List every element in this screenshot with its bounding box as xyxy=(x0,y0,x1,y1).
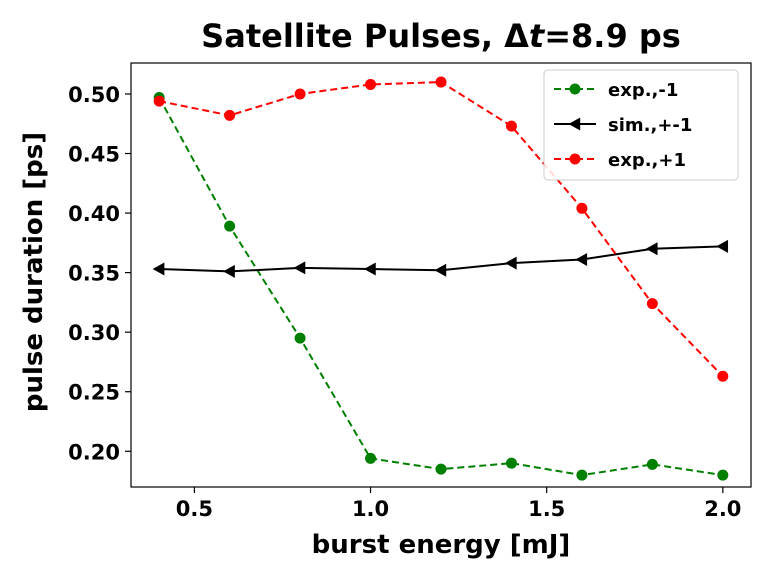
legend-label: exp.,-1 xyxy=(608,80,678,101)
series-exp.,+1 xyxy=(153,76,729,382)
legend-marker xyxy=(568,117,581,131)
data-point xyxy=(365,452,377,464)
series-sim.,+-1 xyxy=(152,239,729,278)
y-tick-label: 0.35 xyxy=(68,262,120,286)
y-tick-label: 0.20 xyxy=(68,440,120,464)
x-tick-label: 2.0 xyxy=(704,497,741,521)
data-point xyxy=(223,264,235,278)
data-point xyxy=(504,256,517,270)
x-tick-label: 0.5 xyxy=(176,497,213,521)
data-point xyxy=(435,463,447,475)
chart-title: Satellite Pulses, Δt=8.9 ps xyxy=(201,17,681,55)
data-point xyxy=(505,120,517,132)
legend-item: exp.,-1 xyxy=(554,80,678,101)
data-point xyxy=(575,253,588,267)
y-tick-label: 0.40 xyxy=(68,202,120,226)
x-tick-label: 1.5 xyxy=(528,497,565,521)
legend-label: sim.,+-1 xyxy=(608,115,692,136)
plot-area xyxy=(130,62,752,488)
data-point xyxy=(717,370,729,382)
y-axis: 0.20 0.25 0.30 0.35 0.40 0.45 0.50 xyxy=(68,83,131,464)
data-point xyxy=(646,458,658,470)
legend: exp.,-1 sim.,+-1 exp.,+1 xyxy=(543,69,739,181)
data-point xyxy=(152,262,165,276)
data-point xyxy=(435,76,447,88)
data-point xyxy=(224,109,236,121)
y-tick-label: 0.25 xyxy=(68,381,120,405)
legend-marker xyxy=(569,153,581,165)
y-axis-label: pulse duration [ps] xyxy=(19,132,49,412)
data-point xyxy=(293,261,306,275)
y-tick-label: 0.45 xyxy=(68,143,120,167)
legend-item: sim.,+-1 xyxy=(554,115,692,136)
data-point xyxy=(153,95,165,107)
data-point xyxy=(224,220,236,232)
y-tick-label: 0.50 xyxy=(68,83,120,107)
data-point xyxy=(646,298,658,310)
x-axis: 0.5 1.0 1.5 2.0 xyxy=(176,487,741,521)
x-tick-label: 1.0 xyxy=(352,497,389,521)
data-point xyxy=(717,469,729,481)
legend-label: exp.,+1 xyxy=(608,150,686,171)
legend-marker xyxy=(569,83,581,95)
data-point xyxy=(576,202,588,214)
data-point xyxy=(294,332,306,344)
x-axis-label: burst energy [mJ] xyxy=(312,530,571,560)
data-point xyxy=(434,263,447,277)
legend-box xyxy=(543,69,739,181)
data-point xyxy=(716,239,729,253)
data-point xyxy=(576,469,588,481)
data-point xyxy=(365,78,377,90)
y-tick-label: 0.30 xyxy=(68,321,120,345)
plot-frame xyxy=(130,62,752,488)
data-point xyxy=(505,457,517,469)
series-exp.,-1 xyxy=(153,92,729,481)
data-point xyxy=(294,88,306,100)
data-point xyxy=(645,242,658,256)
data-point xyxy=(364,262,376,276)
legend-item: exp.,+1 xyxy=(554,150,686,171)
